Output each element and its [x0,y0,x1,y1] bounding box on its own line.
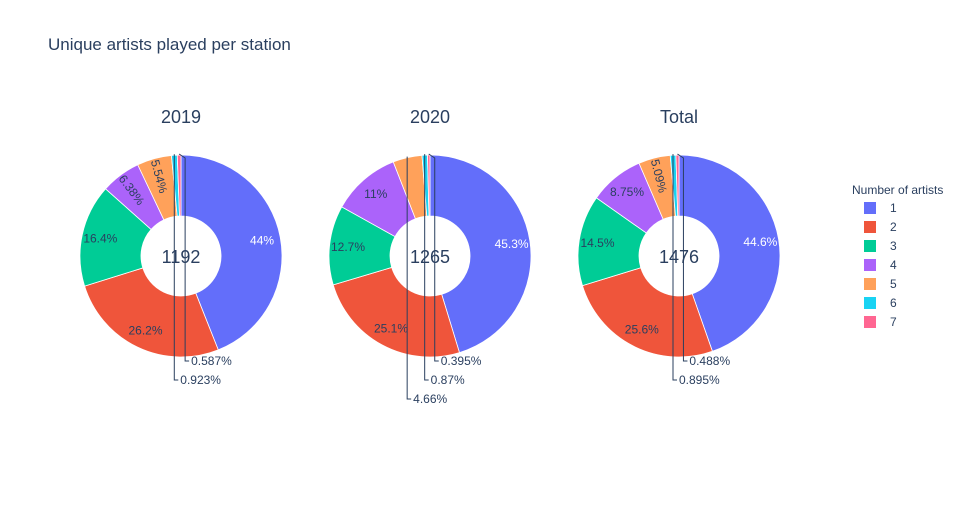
center-total-label: 1476 [659,247,699,267]
slice-label: 4.66% [413,392,447,406]
slice-label: 45.3% [495,237,529,251]
subplot-title: 2019 [161,107,201,127]
pie-slice-3[interactable] [79,188,152,287]
slice-label: 8.75% [610,185,644,199]
pie-slice-7[interactable] [427,154,431,217]
label-leader-line [672,154,678,381]
slice-label: 44% [250,234,274,248]
slice-label: 12.7% [331,240,365,254]
pie-slice-1[interactable] [678,154,781,352]
label-leader-line [173,154,179,381]
pie-slice-7[interactable] [176,154,182,217]
pie-slice-1[interactable] [429,154,532,354]
legend-swatch[interactable] [864,240,876,252]
slice-label: 11% [364,187,387,201]
slice-label: 0.923% [180,373,221,387]
slice-label: 16.4% [83,232,117,246]
legend-swatch[interactable] [864,202,876,214]
pie-slice-2[interactable] [84,267,219,358]
slice-label: 44.6% [743,235,777,249]
slice-label: 25.6% [625,323,659,337]
legend-swatch[interactable] [864,259,876,271]
slice-label: 0.87% [431,373,465,387]
legend-swatch[interactable] [864,278,876,290]
legend-item-label[interactable]: 1 [890,201,897,215]
pie-slice-2[interactable] [581,267,713,358]
slice-label: 0.587% [191,354,232,368]
legend-swatch[interactable] [864,297,876,309]
legend-item-label[interactable]: 4 [890,258,897,272]
slice-label: 25.1% [374,322,408,336]
label-leader-line [424,154,429,381]
legend-swatch[interactable] [864,221,876,233]
pie-slice-7[interactable] [675,154,680,217]
legend-item-label[interactable]: 2 [890,220,897,234]
slice-label: 0.488% [689,354,730,368]
legend-item-label[interactable]: 3 [890,239,897,253]
subplot-title: Total [660,107,698,127]
slice-label: 26.2% [128,323,162,337]
chart-title: Unique artists played per station [48,35,291,54]
label-leader-line [406,156,412,400]
legend-title: Number of artists [852,183,943,197]
legend-item-label[interactable]: 7 [890,315,897,329]
label-leader-line [428,153,439,362]
label-leader-line [677,153,688,362]
label-leader-line [178,153,190,362]
pie-slice-2[interactable] [332,266,460,358]
center-total-label: 1192 [162,247,201,267]
legend-item-label[interactable]: 5 [890,277,897,291]
pie-slice-1[interactable] [180,154,283,351]
slice-label: 14.5% [581,236,615,250]
subplot-title: 2020 [410,107,450,127]
center-total-label: 1265 [410,247,450,267]
legend-swatch[interactable] [864,316,876,328]
slice-label: 0.395% [441,354,482,368]
slice-label: 0.895% [679,373,720,387]
legend-item-label[interactable]: 6 [890,296,897,310]
